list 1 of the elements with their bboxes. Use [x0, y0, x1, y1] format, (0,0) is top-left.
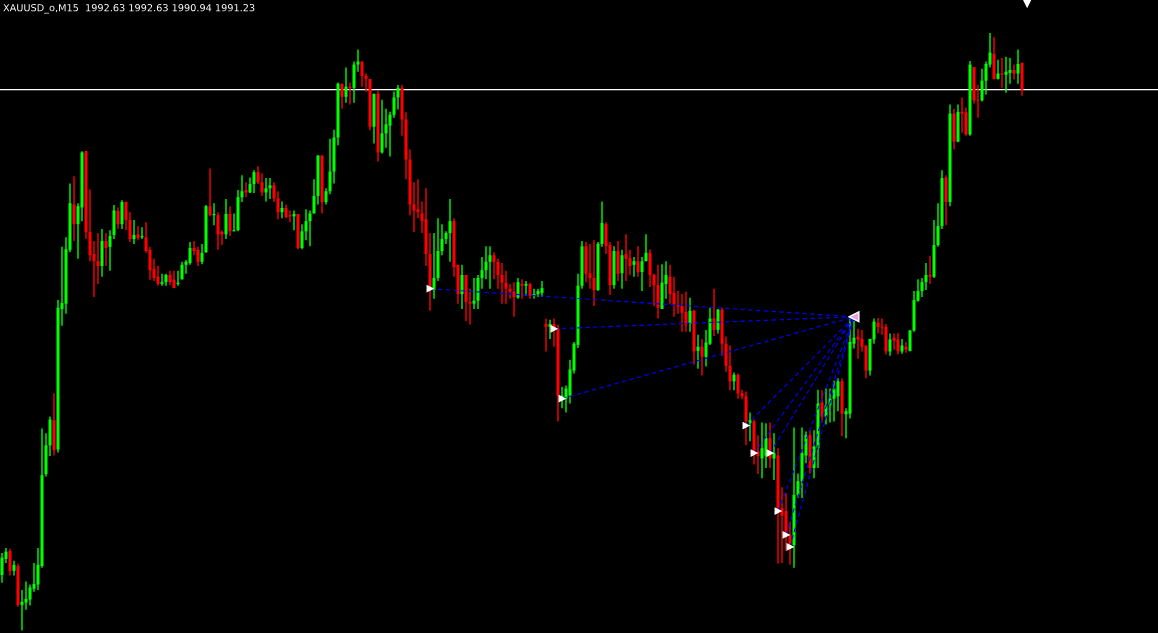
- chart-title: XAUUSD_o,M15 1992.63 1992.63 1990.94 1991.23: [3, 4, 255, 14]
